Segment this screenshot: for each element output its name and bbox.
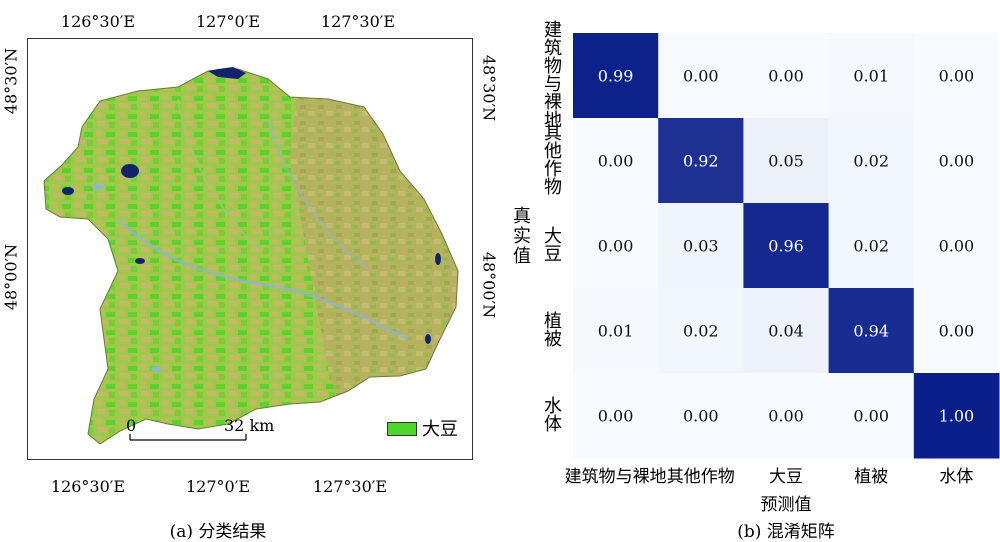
matrix-value-r3-c1: 0.02 [683,322,719,341]
x-tick-label: 水体 [939,467,974,487]
matrix-caption: (b) 混淆矩阵 [737,522,835,542]
matrix-cell-r1-c0 [573,118,659,204]
matrix-value-r4-c2: 0.00 [768,407,804,426]
x-tick-label: 建筑物与裸地 [564,467,667,487]
matrix-cell-r0-c3 [828,33,915,119]
top-lon-tick-2: 127°0′E [195,12,261,31]
matrix-value-r4-c3: 0.00 [853,407,889,426]
matrix-cell-r4-c3 [828,373,915,459]
legend-label-soybean: 大豆 [422,419,458,440]
matrix-value-r0-c3: 0.01 [853,67,889,86]
matrix-value-r2-c4: 0.00 [939,237,975,256]
matrix-cell-r0-c1 [658,33,744,119]
matrix-value-r3-c3: 0.94 [853,322,889,341]
x-tick-label: 其他作物 [666,467,735,487]
matrix-cell-r4-c1 [658,373,744,459]
matrix-value-r0-c1: 0.00 [683,67,719,86]
matrix-cell-r4-c0 [573,373,659,459]
matrix-value-r3-c0: 0.01 [598,322,634,341]
matrix-cell-r1-c3 [828,118,915,204]
matrix-value-r1-c2: 0.05 [768,152,804,171]
matrix-cell-r0-c4 [913,33,1000,119]
y-axis-label: 真实值 [513,206,531,267]
matrix-cell-r2-c1 [658,203,744,289]
bottom-lon-tick-2: 127°0′E [185,477,251,496]
matrix-value-r4-c4: 1.00 [939,407,975,426]
x-tick-label: 大豆 [769,467,803,487]
y-tick-label: 其他作物 [544,122,562,198]
y-tick-label: 建筑物与裸地 [544,19,562,131]
matrix-value-r3-c4: 0.00 [939,322,975,341]
matrix-value-r4-c1: 0.00 [683,407,719,426]
scale-zero-label: 0 [126,416,137,435]
matrix-value-r4-c0: 0.00 [598,407,634,426]
matrix-value-r2-c3: 0.02 [853,237,889,256]
matrix-cell-r4-c4 [913,373,1000,459]
legend-swatch-soybean [387,422,417,436]
matrix-cell-r3-c4 [913,288,1000,374]
bottom-lon-tick-3: 127°30′E [312,477,388,496]
x-axis-label: 预测值 [760,495,812,515]
matrix-value-r1-c3: 0.02 [853,152,889,171]
matrix-cell-r2-c2 [743,203,830,289]
matrix-cell-r2-c0 [573,203,659,289]
x-tick-label: 植被 [854,467,889,487]
matrix-value-r0-c4: 0.00 [939,67,975,86]
top-lon-tick-1: 126°30′E [60,12,136,31]
matrix-cell-r3-c3 [828,288,915,374]
matrix-cell-r3-c0 [573,288,659,374]
bottom-lon-tick-1: 126°30′E [50,477,126,496]
matrix-value-r2-c2: 0.96 [768,237,804,256]
classification-map [43,67,459,445]
top-lon-tick-3: 127°30′E [320,12,396,31]
matrix-value-r2-c1: 0.03 [683,237,719,256]
matrix-cell-r0-c2 [743,33,830,119]
matrix-value-r1-c0: 0.00 [598,152,634,171]
matrix-cell-r1-c2 [743,118,830,204]
scale-distance-label: 32 km [224,416,275,435]
matrix-cell-r3-c1 [658,288,744,374]
matrix-cell-r1-c1 [658,118,744,204]
matrix-value-r0-c2: 0.00 [768,67,804,86]
y-tick-label: 水体 [544,395,562,435]
matrix-cell-r4-c2 [743,373,830,459]
matrix-value-r0-c0: 0.99 [598,67,634,86]
y-tick-label: 大豆 [544,225,562,265]
y-tick-label: 植被 [544,310,562,350]
matrix-value-r1-c1: 0.92 [683,152,719,171]
map-caption: (a) 分类结果 [169,522,267,542]
matrix-value-r2-c0: 0.00 [598,237,634,256]
matrix-cell-r2-c3 [828,203,915,289]
matrix-value-r1-c4: 0.00 [939,152,975,171]
matrix-value-r3-c2: 0.04 [768,322,804,341]
matrix-cell-r1-c4 [913,118,1000,204]
matrix-cell-r0-c0 [573,33,659,119]
map-frame: 0 32 km 大豆 [27,38,473,460]
matrix-cell-r3-c2 [743,288,830,374]
matrix-cell-r2-c4 [913,203,1000,289]
